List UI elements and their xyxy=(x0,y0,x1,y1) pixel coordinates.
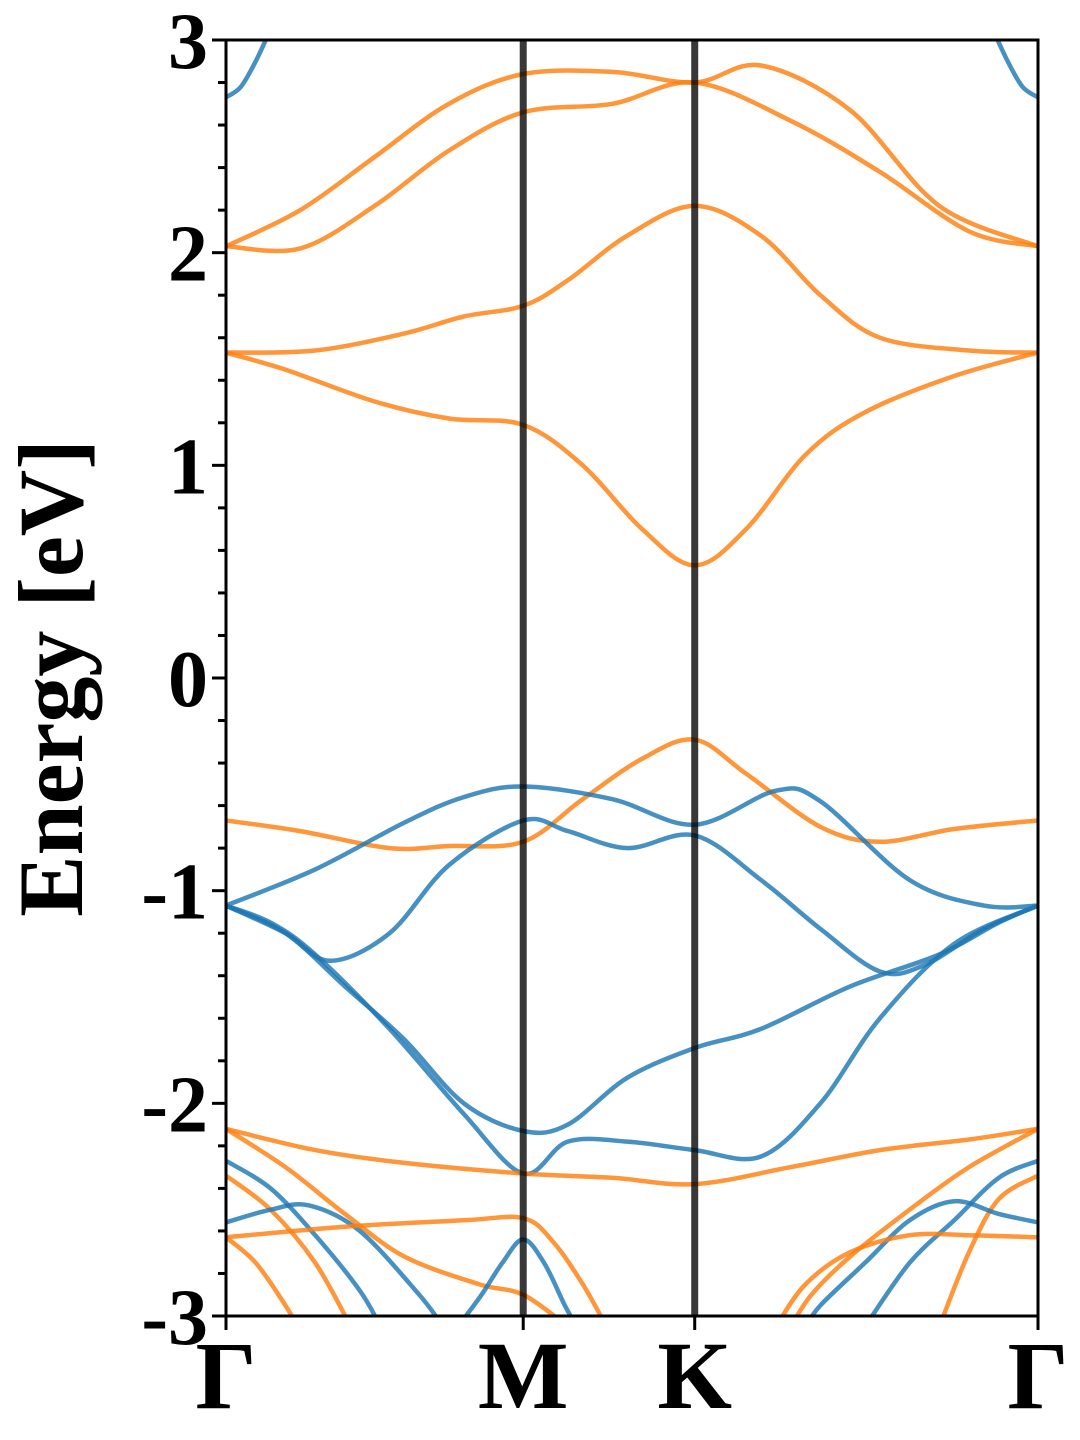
orange-band-line-22 xyxy=(779,1231,1038,1316)
blue-band-line-23 xyxy=(226,40,269,100)
x-tick-label: M xyxy=(478,1322,569,1429)
blue-band-line-6 xyxy=(226,784,1038,910)
x-tick-label: Γ xyxy=(1007,1322,1068,1429)
orange-band-line-1 xyxy=(226,80,1038,254)
orange-band-line-3 xyxy=(226,203,1038,355)
y-tick-label: 0 xyxy=(168,636,208,724)
y-tick-label: 1 xyxy=(168,423,208,511)
orange-band-line-2 xyxy=(226,62,1038,249)
orange-band-line-20 xyxy=(941,1173,1038,1316)
orange-band-line-4 xyxy=(226,350,1038,568)
orange-band-line-15 xyxy=(226,1214,604,1316)
x-tick-label: K xyxy=(657,1322,732,1429)
y-tick-label: -3 xyxy=(141,1274,208,1362)
blue-band-line-21 xyxy=(809,1198,1038,1316)
blue-band-line-7 xyxy=(226,816,1038,977)
blue-band-line-8 xyxy=(226,903,1038,1136)
k-point-lines xyxy=(519,40,699,1316)
y-tick-label: -2 xyxy=(141,1061,208,1149)
y-tick-label: 3 xyxy=(168,0,208,86)
orange-band-line-5 xyxy=(226,737,1038,852)
y-axis-ticks: 3 2 1 0 -1 -2 -3 xyxy=(141,0,226,1362)
blue-band-line-12 xyxy=(226,1158,378,1316)
blue-band-line-19 xyxy=(869,1158,1038,1316)
orange-band-line-18 xyxy=(794,1126,1038,1316)
y-tick-label: -1 xyxy=(141,849,208,937)
blue-band-line-24 xyxy=(995,40,1038,100)
y-axis-label: Energy [eV] xyxy=(0,439,102,917)
orange-band-line-13 xyxy=(226,1173,348,1316)
blue-band-line-14 xyxy=(226,1201,439,1316)
x-tick-label: Γ xyxy=(195,1322,256,1429)
orange-band-line-10 xyxy=(226,1126,1038,1187)
orange-band-line-16 xyxy=(226,1235,295,1316)
bands-layer xyxy=(226,40,1038,1316)
y-tick-label: 2 xyxy=(168,211,208,299)
blue-band-line-9 xyxy=(226,903,1038,1177)
